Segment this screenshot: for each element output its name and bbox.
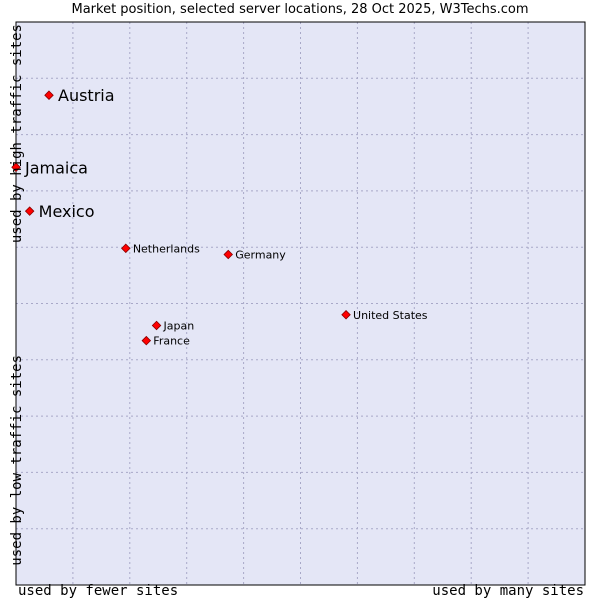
point-marker-austria [44, 90, 54, 100]
point-label-netherlands: Netherlands [133, 242, 200, 255]
point-marker-mexico [24, 206, 35, 216]
point-marker-japan [151, 320, 162, 331]
grid-lines [16, 22, 585, 585]
point-marker-jamaica [11, 162, 21, 173]
point-label-united-states: United States [353, 309, 428, 322]
x-axis-label-low: used by fewer sites [18, 583, 179, 599]
point-label-japan: Japan [163, 319, 195, 332]
x-axis-label-high: used by many sites [432, 583, 584, 599]
point-label-jamaica: Jamaica [24, 158, 88, 177]
chart-title: Market position, selected server locatio… [71, 2, 529, 17]
data-points: Austria Jamaica Mexico Netherlands Germany Un… [11, 86, 428, 348]
point-marker-france [141, 335, 152, 346]
point-label-mexico: Mexico [39, 202, 95, 221]
point-label-germany: Germany [235, 249, 286, 262]
plot-frame [15, 21, 586, 586]
point-marker-netherlands [121, 243, 131, 254]
point-label-france: France [153, 335, 190, 348]
y-axis-label-high: used by high traffic sites [9, 24, 25, 244]
point-marker-germany [223, 249, 234, 260]
point-marker-united-states [341, 309, 351, 320]
y-axis-label-low: used by low traffic sites [9, 355, 25, 566]
point-label-austria: Austria [58, 86, 115, 105]
